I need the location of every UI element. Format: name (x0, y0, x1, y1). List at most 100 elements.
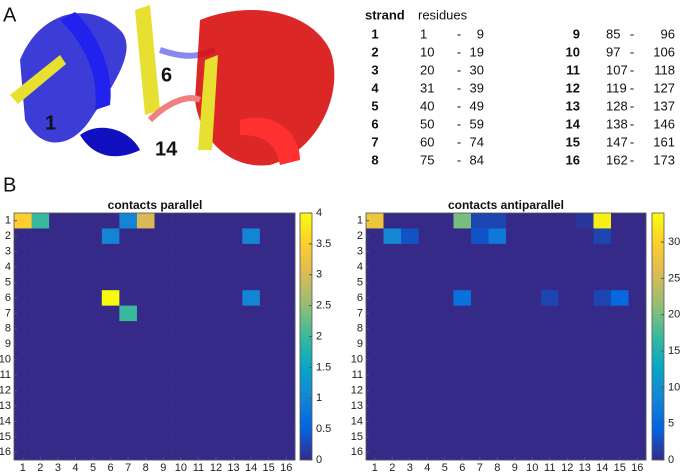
y-tick-label: 5 (5, 276, 11, 288)
heatmap-cell (383, 213, 402, 229)
heatmap-cell (611, 259, 629, 276)
heatmap-cell (383, 259, 402, 276)
residue-start: 162 (606, 152, 628, 167)
heatmap-cell (259, 382, 278, 399)
heatmap-cell (31, 259, 50, 276)
heatmap-cell (242, 290, 261, 306)
heatmap-cell (207, 321, 226, 337)
heatmap-cell (172, 321, 190, 337)
panel-label: A (3, 4, 17, 26)
heatmap-cell (401, 305, 419, 322)
heatmap-cell (558, 429, 577, 445)
y-tick-label: 6 (357, 292, 363, 304)
heatmap-cell (506, 367, 524, 384)
heatmap-cell (172, 213, 190, 229)
heatmap-cell (224, 259, 243, 276)
heatmap-cell (224, 305, 243, 322)
heatmap-cell (506, 290, 524, 306)
heatmap-cell (119, 243, 138, 260)
heatmap-cell (172, 274, 190, 291)
y-tick-label: 10 (0, 354, 11, 366)
dash: - (457, 134, 461, 149)
heatmap-cell (14, 444, 32, 461)
heatmap-cell (259, 243, 278, 260)
residue-start: 40 (420, 98, 434, 113)
heatmap-cell (66, 228, 85, 245)
heatmap-cell (66, 259, 85, 276)
heatmap-cell (154, 444, 173, 461)
heatmap-cell (401, 367, 419, 384)
heatmap-cell (383, 382, 402, 399)
heatmap-cell (488, 259, 507, 276)
x-tick-label: 16 (280, 462, 292, 473)
heatmap-cell (49, 336, 67, 353)
heatmap-cell (558, 398, 577, 414)
heatmap-cell (541, 228, 559, 245)
heatmap-cell (84, 336, 103, 353)
heatmap-cell (101, 382, 120, 399)
y-tick-label: 6 (5, 292, 11, 304)
colorbar-tick-label: 1.5 (316, 361, 331, 373)
heatmap-cell (541, 444, 559, 461)
heatmap-cell (154, 274, 173, 291)
x-tick-label: 3 (407, 462, 413, 473)
heatmap-cell (14, 259, 32, 276)
heatmap-cell (453, 305, 472, 322)
heatmap-cell (471, 429, 489, 445)
heatmap-cell (558, 228, 577, 245)
heatmap-cell (259, 228, 278, 245)
residue-start: 97 (606, 44, 620, 59)
heatmap-cell (49, 305, 67, 322)
heatmap-cell (84, 259, 103, 276)
heatmap-cell (541, 413, 559, 430)
dash: - (630, 116, 634, 131)
heatmap-cell (628, 336, 647, 353)
heatmap-cell (418, 213, 437, 229)
heatmap-cell (628, 259, 647, 276)
colorbar-tick-label: 2.5 (316, 300, 331, 312)
heatmap-cell (277, 290, 296, 306)
heatmap-cell (366, 228, 384, 245)
heatmap-cell (488, 429, 507, 445)
heatmap-cell (401, 336, 419, 353)
panel-label: B (3, 174, 16, 196)
heatmap-cell (101, 213, 120, 229)
heatmap-cell (541, 243, 559, 260)
heatmap-cell (383, 398, 402, 414)
heatmap-cell (506, 213, 524, 229)
residue-end: 173 (653, 152, 675, 167)
residue-end: 74 (470, 134, 484, 149)
heatmap-cell (119, 429, 138, 445)
heatmap-cell (101, 367, 120, 384)
x-tick-label: 14 (245, 462, 257, 473)
heatmap-cell (471, 398, 489, 414)
heatmap-cell (277, 413, 296, 430)
strand-number: 5 (371, 98, 378, 113)
heatmap-cell (593, 444, 612, 461)
y-tick-label: 2 (357, 230, 363, 242)
heatmap-cell (189, 413, 208, 430)
heatmap-cell (611, 228, 629, 245)
y-tick-label: 1 (357, 215, 363, 227)
heatmap-cell (418, 367, 437, 384)
y-tick-label: 16 (351, 446, 363, 458)
heatmap-cell (471, 382, 489, 399)
heatmap-cell (593, 243, 612, 260)
heatmap-cell (418, 305, 437, 322)
residue-start: 85 (606, 26, 620, 41)
heatmap-cell (576, 382, 594, 399)
heatmap-cell (101, 228, 120, 245)
heatmap-cell (224, 213, 243, 229)
heatmap-cell (66, 305, 85, 322)
heatmap-cell (49, 429, 67, 445)
heatmap-cell (611, 336, 629, 353)
heatmap-cell (383, 444, 402, 461)
heatmap-cell (136, 259, 155, 276)
heatmap-cell (172, 336, 190, 353)
heatmap-cell (277, 243, 296, 260)
heatmap-cell (189, 290, 208, 306)
residue-start: 128 (606, 98, 628, 113)
heatmap-cell (259, 351, 278, 368)
residue-end: 49 (470, 98, 484, 113)
heatmap-cell (259, 367, 278, 384)
